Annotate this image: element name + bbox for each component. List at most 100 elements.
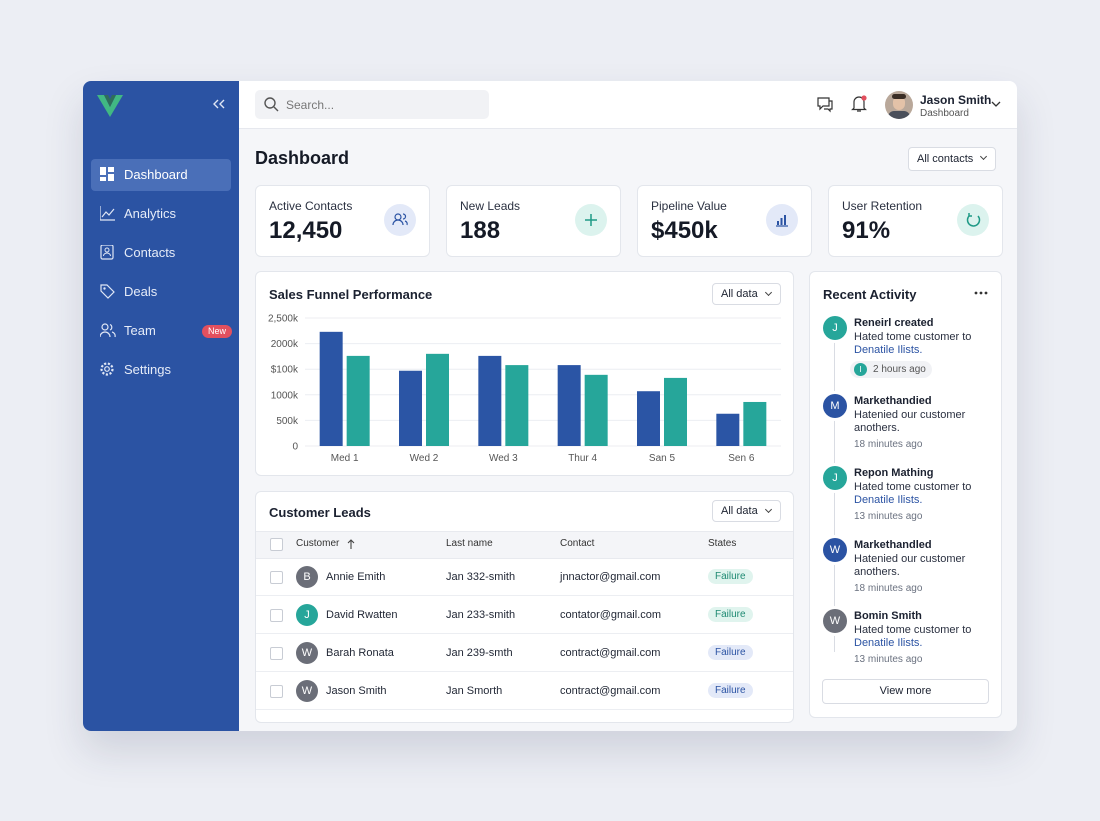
view-more-button[interactable]: View more	[822, 679, 989, 704]
nav-item[interactable]: Contacts	[91, 237, 231, 269]
header-checkbox[interactable]	[270, 538, 283, 551]
user-name: Jason Smith	[920, 93, 992, 107]
row-checkbox[interactable]	[270, 609, 283, 622]
state-badge: Failure	[708, 683, 753, 698]
nav-label: Settings	[124, 362, 171, 377]
nav-icon	[100, 284, 115, 299]
user-role: Dashboard	[920, 108, 969, 119]
state-badge: Failure	[708, 645, 753, 660]
notifications-icon[interactable]	[850, 94, 868, 114]
last-name: Jan Smorth	[446, 685, 503, 697]
nav-icon	[100, 362, 114, 376]
bar	[319, 331, 343, 446]
x-tick-label: Wed 2	[410, 453, 439, 464]
customer-name: Barah Ronata	[326, 647, 394, 659]
chart: 0 500k 1000k $100k 2000k 2,500k Med 1 Wed 2 Wed …	[268, 314, 781, 464]
activity-text: Hated tome customer to Denatile Ilists.	[854, 481, 979, 507]
chart-filter[interactable]: All data	[712, 283, 781, 305]
panel-title: Customer Leads	[269, 505, 371, 520]
nav-item[interactable]: Settings	[91, 354, 231, 386]
icon-glyph	[392, 213, 408, 226]
recent-activity-panel: Recent Activity J Reneirl created Hated to…	[809, 271, 1002, 718]
icon-glyph	[585, 214, 597, 226]
stat-card: User Retention 91%	[828, 185, 1003, 257]
stat-label: New Leads	[460, 199, 521, 213]
stat-value: 91%	[842, 217, 891, 244]
activity-time: 18 minutes ago	[854, 439, 923, 450]
activity-time: 2 hours ago	[873, 364, 926, 375]
row-checkbox[interactable]	[270, 647, 283, 660]
stat-value: 188	[460, 217, 501, 244]
last-name: Jan 332-smith	[446, 571, 516, 583]
customer-name: Jason Smith	[326, 685, 387, 697]
contact-email: contract@gmail.com	[560, 647, 661, 659]
chip-icon: I	[854, 363, 867, 376]
messages-icon[interactable]	[816, 96, 834, 113]
contacts-filter[interactable]: All contacts	[908, 147, 997, 171]
row-separator	[256, 595, 793, 596]
sort-icon[interactable]	[347, 537, 355, 555]
stat-card: Pipeline Value $450k	[637, 185, 812, 257]
y-tick-label: $100k	[271, 365, 299, 376]
nav-label: Analytics	[124, 206, 177, 221]
activity-link[interactable]: Denatile Ilists.	[854, 637, 923, 649]
nav-icon	[100, 167, 114, 181]
activity-avatar: M	[823, 394, 847, 418]
sales-funnel-panel: Sales Funnel Performance All data 0 500k 1…	[255, 271, 794, 476]
customer-avatar: W	[296, 680, 318, 702]
contact-email: contator@gmail.com	[560, 609, 662, 621]
stat-icon	[957, 204, 989, 236]
nav-label: Dashboard	[124, 167, 188, 182]
activity-title: Bomin Smith	[854, 610, 922, 622]
x-tick-label: Thur 4	[568, 453, 597, 464]
state-badge: Failure	[708, 607, 753, 622]
y-tick-label: 2000k	[271, 339, 299, 350]
y-tick-label: 0	[292, 442, 298, 453]
last-name: Jan 239-smth	[446, 647, 513, 659]
row-separator	[256, 709, 793, 710]
last-name: Jan 233-smith	[446, 609, 516, 621]
app-window: Dashboard Analytics Contacts Deals Team New Se…	[83, 81, 1017, 731]
collapse-button[interactable]	[213, 99, 225, 109]
more-menu[interactable]	[974, 291, 988, 295]
panel-title: Recent Activity	[823, 287, 917, 302]
user-avatar[interactable]	[885, 91, 913, 119]
activity-text: Hatenied our customer anothers.	[854, 553, 979, 579]
contact-email: jnnactor@gmail.com	[560, 571, 661, 583]
user-menu-caret[interactable]	[991, 101, 1001, 108]
stat-icon	[384, 204, 416, 236]
activity-text: Hatenied our customer anothers.	[854, 409, 979, 435]
stat-label: Active Contacts	[269, 199, 353, 213]
activity-text-body: Hatenied our customer anothers.	[854, 553, 966, 578]
nav-item[interactable]: Analytics	[91, 198, 231, 230]
nav-item[interactable]: Team New	[91, 315, 233, 347]
activity-text-body: Hated tome customer to	[854, 624, 972, 636]
activity-link[interactable]: Denatile Ilists.	[854, 494, 923, 506]
column-header: States	[708, 538, 737, 549]
row-checkbox[interactable]	[270, 571, 283, 584]
nav-label: Team	[124, 323, 156, 338]
activity-text-body: Hated tome customer to	[854, 331, 972, 343]
y-tick-label: 1000k	[271, 390, 299, 401]
nav-item[interactable]: Deals	[91, 276, 231, 308]
y-tick-label: 2,500k	[268, 314, 299, 325]
activity-text: Hated tome customer to Denatile Ilists.	[854, 331, 979, 357]
search-placeholder: Search...	[286, 98, 335, 112]
leads-filter[interactable]: All data	[712, 500, 781, 522]
bar	[557, 365, 581, 446]
stat-label: User Retention	[842, 199, 923, 213]
x-tick-label: San 5	[649, 453, 676, 464]
stat-card: New Leads 188	[446, 185, 621, 257]
nav-item[interactable]: Dashboard	[91, 159, 231, 191]
customer-avatar: W	[296, 642, 318, 664]
search-box[interactable]: Search...	[255, 90, 489, 119]
row-checkbox[interactable]	[270, 685, 283, 698]
nav-label: Contacts	[124, 245, 176, 260]
customer-avatar: J	[296, 604, 318, 626]
activity-link[interactable]: Denatile Ilists.	[854, 344, 923, 356]
icon-glyph	[776, 215, 788, 227]
bar	[743, 401, 767, 446]
page-title: Dashboard	[255, 148, 350, 168]
icon-glyph	[966, 213, 981, 227]
